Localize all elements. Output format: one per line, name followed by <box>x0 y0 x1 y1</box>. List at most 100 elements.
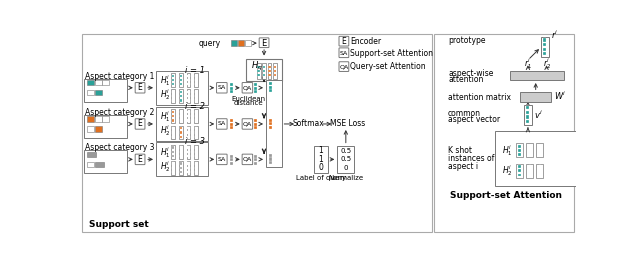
Bar <box>180 119 182 122</box>
Bar <box>195 73 198 87</box>
Text: SA: SA <box>218 122 226 127</box>
FancyBboxPatch shape <box>339 48 349 58</box>
Bar <box>95 116 102 122</box>
Text: $H_2^i$: $H_2^i$ <box>160 87 170 102</box>
Bar <box>195 145 198 159</box>
Bar <box>525 111 529 114</box>
FancyBboxPatch shape <box>339 36 349 46</box>
Bar <box>529 153 531 156</box>
Bar <box>84 115 127 138</box>
Bar <box>529 149 531 152</box>
Bar <box>187 109 191 123</box>
Bar <box>195 131 197 134</box>
Bar <box>230 126 233 129</box>
Bar <box>180 150 182 153</box>
Bar <box>188 91 189 93</box>
Bar <box>529 145 531 148</box>
Bar <box>274 70 276 72</box>
Bar <box>188 99 189 102</box>
Bar <box>536 143 543 157</box>
Bar <box>187 73 191 87</box>
Bar <box>254 90 257 93</box>
Bar <box>179 73 182 87</box>
FancyBboxPatch shape <box>242 154 253 165</box>
Bar <box>263 74 265 76</box>
Bar <box>87 126 94 132</box>
Bar <box>434 34 573 232</box>
Bar <box>269 86 272 89</box>
FancyBboxPatch shape <box>135 154 145 165</box>
Bar <box>172 91 174 93</box>
Text: K shot: K shot <box>448 146 472 155</box>
Bar <box>188 75 189 77</box>
Bar <box>95 162 104 167</box>
Bar <box>83 34 432 232</box>
Bar <box>273 63 277 79</box>
Text: $H_2^i$: $H_2^i$ <box>502 163 513 178</box>
Bar <box>543 38 546 42</box>
Bar <box>172 155 174 157</box>
Bar <box>269 158 272 160</box>
Bar <box>172 150 174 153</box>
Text: E: E <box>138 83 143 92</box>
Bar <box>495 131 580 186</box>
Bar <box>180 146 182 149</box>
Text: $H_1^i$: $H_1^i$ <box>160 110 170 124</box>
Bar <box>254 158 257 161</box>
Bar <box>245 40 252 46</box>
Bar <box>195 171 197 173</box>
Bar <box>87 152 96 157</box>
Text: QA: QA <box>339 64 349 69</box>
Bar <box>179 89 182 103</box>
Bar <box>179 161 182 175</box>
Bar <box>87 80 94 85</box>
Bar <box>195 119 197 122</box>
Bar <box>195 146 197 149</box>
Bar <box>171 109 175 123</box>
Bar <box>102 80 109 85</box>
Text: 0.5: 0.5 <box>340 156 351 162</box>
Bar <box>543 48 546 51</box>
Bar <box>539 145 541 148</box>
Text: E: E <box>342 37 346 46</box>
Text: $H_1^i$: $H_1^i$ <box>160 145 170 160</box>
Bar <box>180 99 182 102</box>
Bar <box>195 109 198 123</box>
Bar <box>529 169 531 172</box>
Bar <box>179 125 182 139</box>
Bar <box>188 167 189 169</box>
Bar <box>230 155 233 158</box>
Bar <box>179 109 182 123</box>
Text: aspect vector: aspect vector <box>448 115 500 124</box>
Bar <box>180 155 182 157</box>
Bar <box>230 87 233 90</box>
Text: $r^i$: $r^i$ <box>551 28 559 41</box>
Bar <box>268 63 271 79</box>
Bar <box>102 116 109 122</box>
Text: 1: 1 <box>319 146 323 155</box>
Bar <box>257 70 260 72</box>
Bar <box>274 74 276 76</box>
Bar <box>254 126 257 129</box>
Bar <box>195 127 197 129</box>
Bar <box>529 174 531 176</box>
Bar <box>172 99 174 102</box>
Text: i = 3: i = 3 <box>185 137 205 146</box>
Bar <box>172 127 174 129</box>
Bar <box>262 63 266 79</box>
Bar <box>520 92 551 102</box>
Bar <box>180 75 182 77</box>
Bar <box>188 115 189 117</box>
Text: QA: QA <box>243 157 252 162</box>
Text: i = 2: i = 2 <box>185 102 205 111</box>
Text: $H_2^i$: $H_2^i$ <box>160 159 170 174</box>
Bar <box>539 153 541 156</box>
Bar <box>536 164 543 178</box>
Bar <box>269 89 272 92</box>
Bar <box>180 111 182 113</box>
Bar <box>188 135 189 138</box>
Bar <box>172 119 174 122</box>
Bar <box>518 149 521 152</box>
Bar <box>254 155 257 158</box>
Bar <box>171 73 175 87</box>
